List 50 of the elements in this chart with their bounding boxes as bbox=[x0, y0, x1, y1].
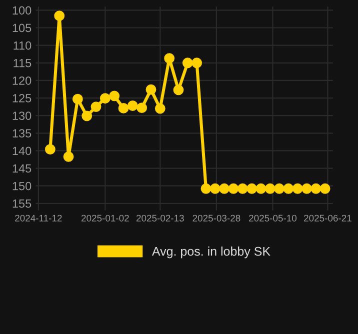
point bbox=[100, 93, 110, 104]
point bbox=[219, 183, 230, 194]
point bbox=[228, 183, 239, 194]
point bbox=[292, 183, 303, 194]
point bbox=[302, 183, 312, 194]
y-tick-label: 100 bbox=[12, 6, 32, 15]
point bbox=[210, 183, 220, 194]
point bbox=[283, 183, 294, 194]
point bbox=[72, 94, 83, 104]
point bbox=[146, 84, 156, 95]
y-tick-label: 130 bbox=[12, 112, 32, 120]
y-tick-label: 125 bbox=[12, 94, 32, 102]
point bbox=[63, 151, 74, 162]
x-tick-label: 2024-11-12 bbox=[15, 214, 62, 222]
point bbox=[173, 84, 184, 96]
point bbox=[256, 183, 266, 194]
point bbox=[82, 110, 92, 122]
point bbox=[274, 183, 284, 194]
point bbox=[44, 144, 56, 155]
x-tick-label: 2025-01-02 bbox=[82, 214, 129, 222]
y-tick-label: 135 bbox=[12, 129, 32, 138]
x-tick-label: 2025-06-21 bbox=[304, 214, 352, 222]
point bbox=[54, 10, 65, 22]
point bbox=[320, 183, 330, 194]
y-tick-label: 145 bbox=[12, 164, 32, 173]
y-tick-label: 150 bbox=[12, 182, 32, 190]
point bbox=[192, 58, 202, 68]
legend-label: Avg. pos. in lobby SK bbox=[152, 246, 270, 258]
x-tick-label: 2025-05-10 bbox=[249, 214, 297, 222]
y-tick-label: 115 bbox=[14, 59, 32, 68]
point bbox=[136, 102, 148, 114]
x-tick-label: 2025-02-13 bbox=[136, 214, 184, 222]
y-tick-label: 120 bbox=[12, 76, 32, 85]
x-tick-label: 2025-03-28 bbox=[192, 214, 240, 222]
point bbox=[127, 100, 138, 111]
point bbox=[109, 90, 120, 102]
point bbox=[182, 58, 193, 68]
y-tick-label: 110 bbox=[14, 41, 32, 50]
y-tick-label: 105 bbox=[12, 24, 32, 32]
point bbox=[200, 183, 212, 194]
point bbox=[264, 183, 276, 194]
point bbox=[118, 102, 129, 114]
point bbox=[164, 53, 175, 64]
point bbox=[237, 183, 248, 194]
point bbox=[154, 103, 166, 114]
y-tick-label: 155 bbox=[12, 200, 32, 208]
point bbox=[310, 183, 322, 194]
point bbox=[246, 183, 257, 194]
y-tick-label: 140 bbox=[12, 146, 32, 156]
point bbox=[90, 102, 102, 112]
